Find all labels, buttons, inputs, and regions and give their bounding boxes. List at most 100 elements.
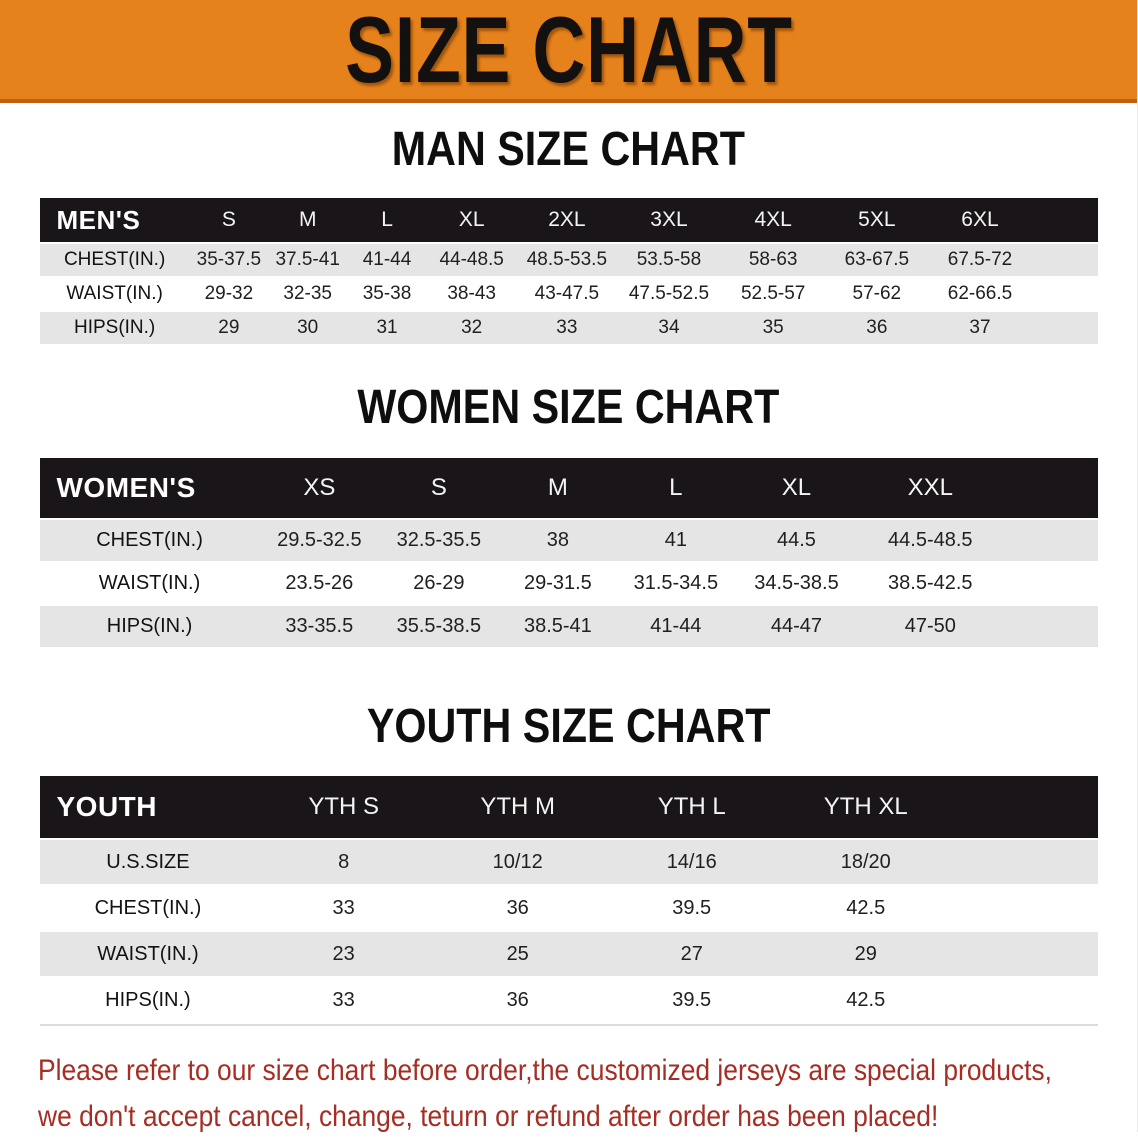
size-value-cell: 35 [720, 312, 826, 344]
size-value-cell: 29 [189, 312, 269, 344]
measurement-row-label: WAIST(IN.) [39, 563, 260, 604]
disclaimer-line2: we don't accept cancel, change, teturn o… [38, 1100, 939, 1133]
size-value-cell: 67.5-72 [928, 244, 1032, 276]
spacer-cell [1002, 520, 1098, 561]
size-value-cell: 30 [268, 312, 348, 344]
measurement-row-label: HIPS(IN.) [39, 606, 260, 647]
measurement-row-label: HIPS(IN.) [39, 312, 190, 344]
size-column-header: XL [734, 458, 859, 518]
table-title-cell: MEN'S [39, 198, 190, 242]
spacer-cell [1002, 458, 1098, 518]
size-value-cell: 29 [779, 932, 953, 976]
size-value-cell: 38-43 [426, 278, 517, 310]
size-value-cell: 48.5-53.5 [516, 244, 618, 276]
size-value-cell: 44.5 [734, 520, 859, 561]
size-value-cell: 38.5-42.5 [858, 563, 1003, 604]
size-value-cell: 43-47.5 [516, 278, 618, 310]
size-column-header: 6XL [928, 198, 1032, 242]
size-value-cell: 35-37.5 [189, 244, 269, 276]
size-value-cell: 25 [430, 932, 605, 976]
size-value-cell: 36 [825, 312, 929, 344]
size-column-header: YTH L [604, 776, 779, 838]
measurement-row-label: WAIST(IN.) [39, 932, 257, 976]
size-value-cell: 29.5-32.5 [259, 520, 380, 561]
table-row: WAIST(IN.) 29-32 32-35 35-38 38-43 43-47.5 47.… [39, 278, 1098, 310]
size-value-cell: 36 [430, 978, 605, 1022]
size-value-cell: 35-38 [347, 278, 427, 310]
size-value-cell: 38.5-41 [498, 606, 618, 647]
table-row: HIPS(IN.) 29 30 31 32 33 34 35 36 37 [39, 312, 1098, 344]
measurement-row-label: CHEST(IN.) [39, 520, 260, 561]
size-column-header: S [379, 458, 499, 518]
size-value-cell: 41-44 [347, 244, 427, 276]
section-men: MAN SIZE CHART MEN'S S M L XL 2XL 3XL 4XL 5XL 6XL C… [0, 126, 1137, 346]
table-row: WAIST(IN.) 23 25 27 29 [39, 932, 1098, 976]
spacer-cell [1031, 278, 1098, 310]
size-chart-sections: MAN SIZE CHART MEN'S S M L XL 2XL 3XL 4XL 5XL 6XL C… [0, 126, 1137, 1026]
size-value-cell: 31 [347, 312, 427, 344]
section-heading-text: MAN SIZE CHART [391, 123, 746, 176]
section-youth: YOUTH SIZE CHART YOUTH YTH S YTH M YTH L YTH … [0, 703, 1137, 1026]
size-column-header: M [268, 198, 348, 242]
size-value-cell: 39.5 [604, 978, 779, 1022]
size-value-cell: 8 [256, 840, 431, 884]
spacer-cell [1031, 198, 1098, 242]
spacer-cell [952, 932, 1098, 976]
spacer-cell [952, 840, 1098, 884]
size-value-cell: 18/20 [779, 840, 953, 884]
table-header-row: MEN'S S M L XL 2XL 3XL 4XL 5XL 6XL [39, 198, 1098, 242]
table-wrapper: WOMEN'S XS S M L XL XXL CHEST(IN.) 29.5-32.5 32.5… [39, 456, 1098, 649]
measurement-row-label: HIPS(IN.) [39, 978, 257, 1022]
size-table: YOUTH YTH S YTH M YTH L YTH XL U.S.SIZE 8 10/12… [39, 774, 1098, 1026]
size-value-cell: 47.5-52.5 [617, 278, 721, 310]
table-title-cell: WOMEN'S [39, 458, 260, 518]
size-value-cell: 10/12 [430, 840, 605, 884]
size-value-cell: 42.5 [779, 886, 953, 930]
size-table: MEN'S S M L XL 2XL 3XL 4XL 5XL 6XL CHEST(IN.) 35-37… [39, 196, 1098, 346]
size-column-header: XXL [858, 458, 1003, 518]
size-value-cell: 14/16 [604, 840, 779, 884]
size-value-cell: 33 [516, 312, 618, 344]
size-value-cell: 42.5 [779, 978, 953, 1022]
size-value-cell: 34 [617, 312, 721, 344]
size-value-cell: 38 [498, 520, 618, 561]
table-row: HIPS(IN.) 33-35.5 35.5-38.5 38.5-41 41-44 44-… [39, 606, 1098, 647]
table-row: WAIST(IN.) 23.5-26 26-29 29-31.5 31.5-34.5 34… [39, 563, 1098, 604]
size-value-cell: 32 [426, 312, 517, 344]
measurement-row-label: WAIST(IN.) [39, 278, 190, 310]
size-column-header: M [498, 458, 618, 518]
content: MAN SIZE CHART MEN'S S M L XL 2XL 3XL 4XL 5XL 6XL C… [0, 126, 1137, 1140]
size-value-cell: 23 [256, 932, 431, 976]
measurement-row-label: CHEST(IN.) [39, 886, 257, 930]
section-heading-text: YOUTH SIZE CHART [366, 700, 771, 753]
size-value-cell: 32-35 [268, 278, 348, 310]
section-heading: WOMEN SIZE CHART [0, 384, 1137, 432]
table-wrapper: YOUTH YTH S YTH M YTH L YTH XL U.S.SIZE 8 10/12… [39, 774, 1098, 1026]
section-heading: YOUTH SIZE CHART [0, 703, 1137, 751]
size-column-header: 5XL [825, 198, 929, 242]
size-column-header: YTH M [430, 776, 605, 838]
size-table: WOMEN'S XS S M L XL XXL CHEST(IN.) 29.5-32.5 32.5… [39, 456, 1098, 649]
size-value-cell: 41 [617, 520, 735, 561]
size-value-cell: 33 [256, 978, 431, 1022]
size-column-header: L [617, 458, 735, 518]
spacer-cell [1002, 606, 1098, 647]
size-value-cell: 47-50 [858, 606, 1003, 647]
size-column-header: XS [259, 458, 380, 518]
size-value-cell: 37.5-41 [268, 244, 348, 276]
section-heading-text: WOMEN SIZE CHART [357, 381, 780, 434]
disclaimer: Please refer to our size chart before or… [38, 1048, 1137, 1140]
spacer-cell [1031, 312, 1098, 344]
table-row: CHEST(IN.) 35-37.5 37.5-41 41-44 44-48.5 48.5… [39, 244, 1098, 276]
size-column-header: YTH XL [779, 776, 953, 838]
size-value-cell: 31.5-34.5 [617, 563, 735, 604]
size-value-cell: 44-48.5 [426, 244, 517, 276]
size-value-cell: 39.5 [604, 886, 779, 930]
table-header-row: YOUTH YTH S YTH M YTH L YTH XL [39, 776, 1098, 838]
size-value-cell: 35.5-38.5 [379, 606, 499, 647]
size-value-cell: 26-29 [379, 563, 499, 604]
size-column-header: S [189, 198, 269, 242]
size-column-header: 4XL [720, 198, 826, 242]
size-value-cell: 33-35.5 [259, 606, 380, 647]
size-value-cell: 63-67.5 [825, 244, 929, 276]
